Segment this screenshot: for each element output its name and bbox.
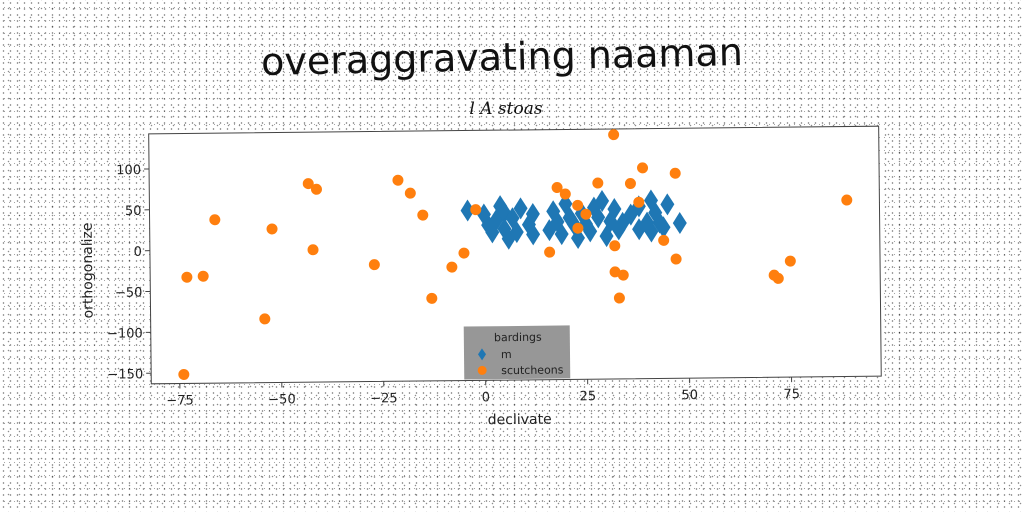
point-m <box>509 221 524 244</box>
point-m <box>591 206 606 229</box>
plot-area: 100 50 0 −50 −100 −150 −75 −50 −25 0 25 50 75 bardi… <box>80 125 882 429</box>
point-m <box>583 220 598 243</box>
point-scutcheons <box>446 261 458 273</box>
point-scutcheons <box>178 368 190 380</box>
x-axis: −75 −50 −25 0 25 50 75 <box>166 377 800 409</box>
data-points <box>178 129 853 380</box>
point-scutcheons <box>458 247 470 259</box>
point-m <box>513 197 528 220</box>
point-scutcheons <box>637 162 649 174</box>
point-scutcheons <box>772 272 784 284</box>
point-m <box>632 218 647 241</box>
point-m <box>623 203 638 226</box>
x-tick-label: 75 <box>783 387 800 402</box>
point-scutcheons <box>624 178 636 190</box>
point-scutcheons <box>417 209 429 221</box>
legend-title: bardings <box>494 331 542 345</box>
point-m <box>595 189 610 212</box>
point-scutcheons <box>572 222 584 234</box>
point-m <box>656 216 671 239</box>
point-scutcheons <box>266 223 278 235</box>
point-m <box>460 199 475 222</box>
point-scutcheons <box>633 196 645 208</box>
point-scutcheons <box>784 255 796 267</box>
point-m <box>611 218 626 241</box>
y-tick-label: 100 <box>116 163 141 178</box>
point-m <box>525 202 540 225</box>
point-m <box>672 212 687 235</box>
point-scutcheons <box>613 292 625 304</box>
chart-subtitle: l A stoas <box>469 99 542 119</box>
point-scutcheons <box>669 167 681 179</box>
plot-frame <box>148 125 882 385</box>
point-scutcheons <box>209 214 221 226</box>
point-scutcheons <box>302 178 314 190</box>
y-tick-label: −100 <box>107 326 143 341</box>
y-tick-label: −50 <box>115 286 143 301</box>
point-scutcheons <box>426 292 438 304</box>
point-m <box>644 220 659 243</box>
point-scutcheons <box>197 270 209 282</box>
point-scutcheons <box>307 244 319 256</box>
point-scutcheons <box>392 174 404 186</box>
point-m <box>526 223 541 246</box>
legend: bardings m scutcheons <box>463 325 571 380</box>
legend-label-m: m <box>501 348 512 361</box>
legend-box <box>463 325 571 380</box>
legend-marker-scutcheons <box>477 365 487 375</box>
point-scutcheons <box>617 269 629 281</box>
point-m <box>599 225 614 248</box>
y-axis: 100 50 0 −50 −100 −150 <box>107 163 152 383</box>
chart-title: overaggravating naaman <box>261 30 744 84</box>
point-scutcheons <box>670 253 682 265</box>
point-m <box>660 193 675 216</box>
point-m <box>485 221 500 244</box>
point-scutcheons <box>404 187 416 199</box>
point-scutcheons <box>592 177 604 189</box>
point-scutcheons <box>551 182 563 194</box>
point-scutcheons <box>608 129 620 141</box>
point-scutcheons <box>559 188 571 200</box>
legend-marker-m <box>478 348 487 361</box>
x-axis-label: declivate <box>488 412 552 429</box>
point-scutcheons <box>181 271 193 283</box>
point-scutcheons <box>609 240 621 252</box>
point-m <box>615 211 630 234</box>
point-m <box>501 227 516 250</box>
point-scutcheons <box>572 199 584 211</box>
legend-label-scutcheons: scutcheons <box>501 363 564 377</box>
point-m <box>554 223 569 246</box>
x-tick-label: 0 <box>482 390 490 405</box>
point-scutcheons <box>580 208 592 220</box>
y-axis-label: orthogonalize <box>80 222 97 318</box>
x-tick-label: −75 <box>166 393 194 408</box>
point-scutcheons <box>470 204 482 216</box>
point-scutcheons <box>544 246 556 258</box>
y-tick-label: 0 <box>134 245 142 260</box>
point-scutcheons <box>310 183 322 195</box>
point-scutcheons <box>259 313 271 325</box>
point-scutcheons <box>658 234 670 246</box>
x-tick-label: 50 <box>681 388 698 403</box>
point-scutcheons <box>368 259 380 271</box>
y-tick-label: 50 <box>125 204 142 219</box>
point-m <box>607 198 622 221</box>
y-tick-label: −150 <box>107 367 143 382</box>
x-tick-label: −25 <box>370 391 398 406</box>
point-scutcheons <box>841 194 853 206</box>
x-tick-label: 25 <box>579 389 596 404</box>
point-m <box>542 219 557 242</box>
x-tick-label: −50 <box>268 392 296 407</box>
